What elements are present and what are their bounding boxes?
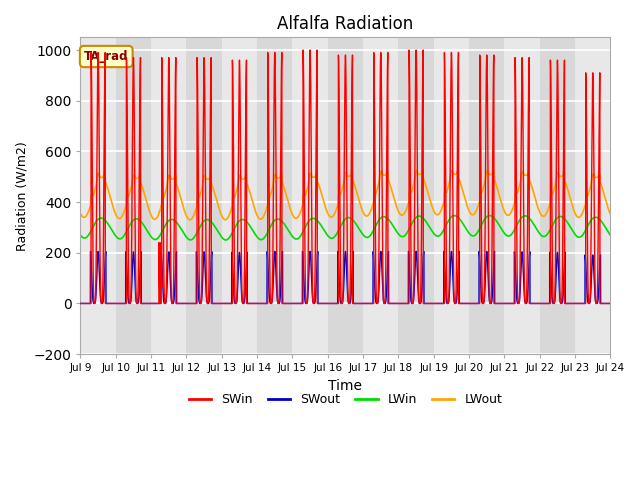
- LWin: [561, 216, 569, 222]
- LWout: [486, 172, 494, 178]
- Bar: [81, 37, 116, 354]
- LWout: [124, 193, 132, 199]
- LWin: [259, 236, 267, 242]
- Line: SWin: SWin: [81, 50, 611, 303]
- Bar: [186, 37, 222, 354]
- LWin: [222, 237, 230, 243]
- Bar: [257, 37, 292, 354]
- SWout: [223, 300, 230, 306]
- Bar: [292, 37, 328, 354]
- SWin: [412, 47, 420, 53]
- Bar: [575, 37, 611, 354]
- Bar: [151, 37, 186, 354]
- Bar: [222, 37, 257, 354]
- LWin: [77, 232, 84, 238]
- SWout: [561, 250, 569, 255]
- LWin: [607, 232, 614, 238]
- Bar: [540, 37, 575, 354]
- SWout: [259, 300, 267, 306]
- Line: LWin: LWin: [81, 216, 611, 240]
- X-axis label: Time: Time: [328, 379, 362, 393]
- SWout: [525, 257, 533, 263]
- SWin: [486, 300, 494, 306]
- LWin: [486, 213, 493, 218]
- Bar: [328, 37, 363, 354]
- SWin: [77, 300, 84, 306]
- LWout: [223, 216, 230, 222]
- SWin: [223, 300, 230, 306]
- SWin: [259, 300, 267, 306]
- LWout: [607, 212, 614, 217]
- LWout: [525, 176, 533, 182]
- SWin: [607, 300, 614, 306]
- Bar: [399, 37, 434, 354]
- LWout: [77, 211, 84, 216]
- LWout: [561, 179, 569, 185]
- Bar: [116, 37, 151, 354]
- SWin: [525, 55, 533, 60]
- SWin: [124, 189, 132, 194]
- Bar: [363, 37, 399, 354]
- SWout: [124, 290, 132, 296]
- Bar: [504, 37, 540, 354]
- Title: Alfalfa Radiation: Alfalfa Radiation: [277, 15, 413, 33]
- Line: SWout: SWout: [81, 252, 611, 303]
- Bar: [434, 37, 469, 354]
- SWout: [86, 249, 94, 254]
- LWout: [448, 168, 456, 173]
- Line: LWout: LWout: [81, 170, 611, 220]
- LWout: [186, 217, 194, 223]
- Legend: SWin, SWout, LWin, LWout: SWin, SWout, LWin, LWout: [184, 388, 508, 411]
- SWin: [561, 300, 569, 306]
- LWin: [486, 213, 494, 218]
- Y-axis label: Radiation (W/m2): Radiation (W/m2): [15, 141, 28, 251]
- LWin: [223, 237, 230, 243]
- SWout: [607, 300, 614, 306]
- SWout: [486, 300, 494, 306]
- LWin: [124, 226, 132, 232]
- Text: TA_rad: TA_rad: [84, 50, 129, 63]
- LWin: [525, 216, 533, 221]
- LWout: [259, 215, 267, 220]
- Bar: [469, 37, 504, 354]
- SWout: [77, 300, 84, 306]
